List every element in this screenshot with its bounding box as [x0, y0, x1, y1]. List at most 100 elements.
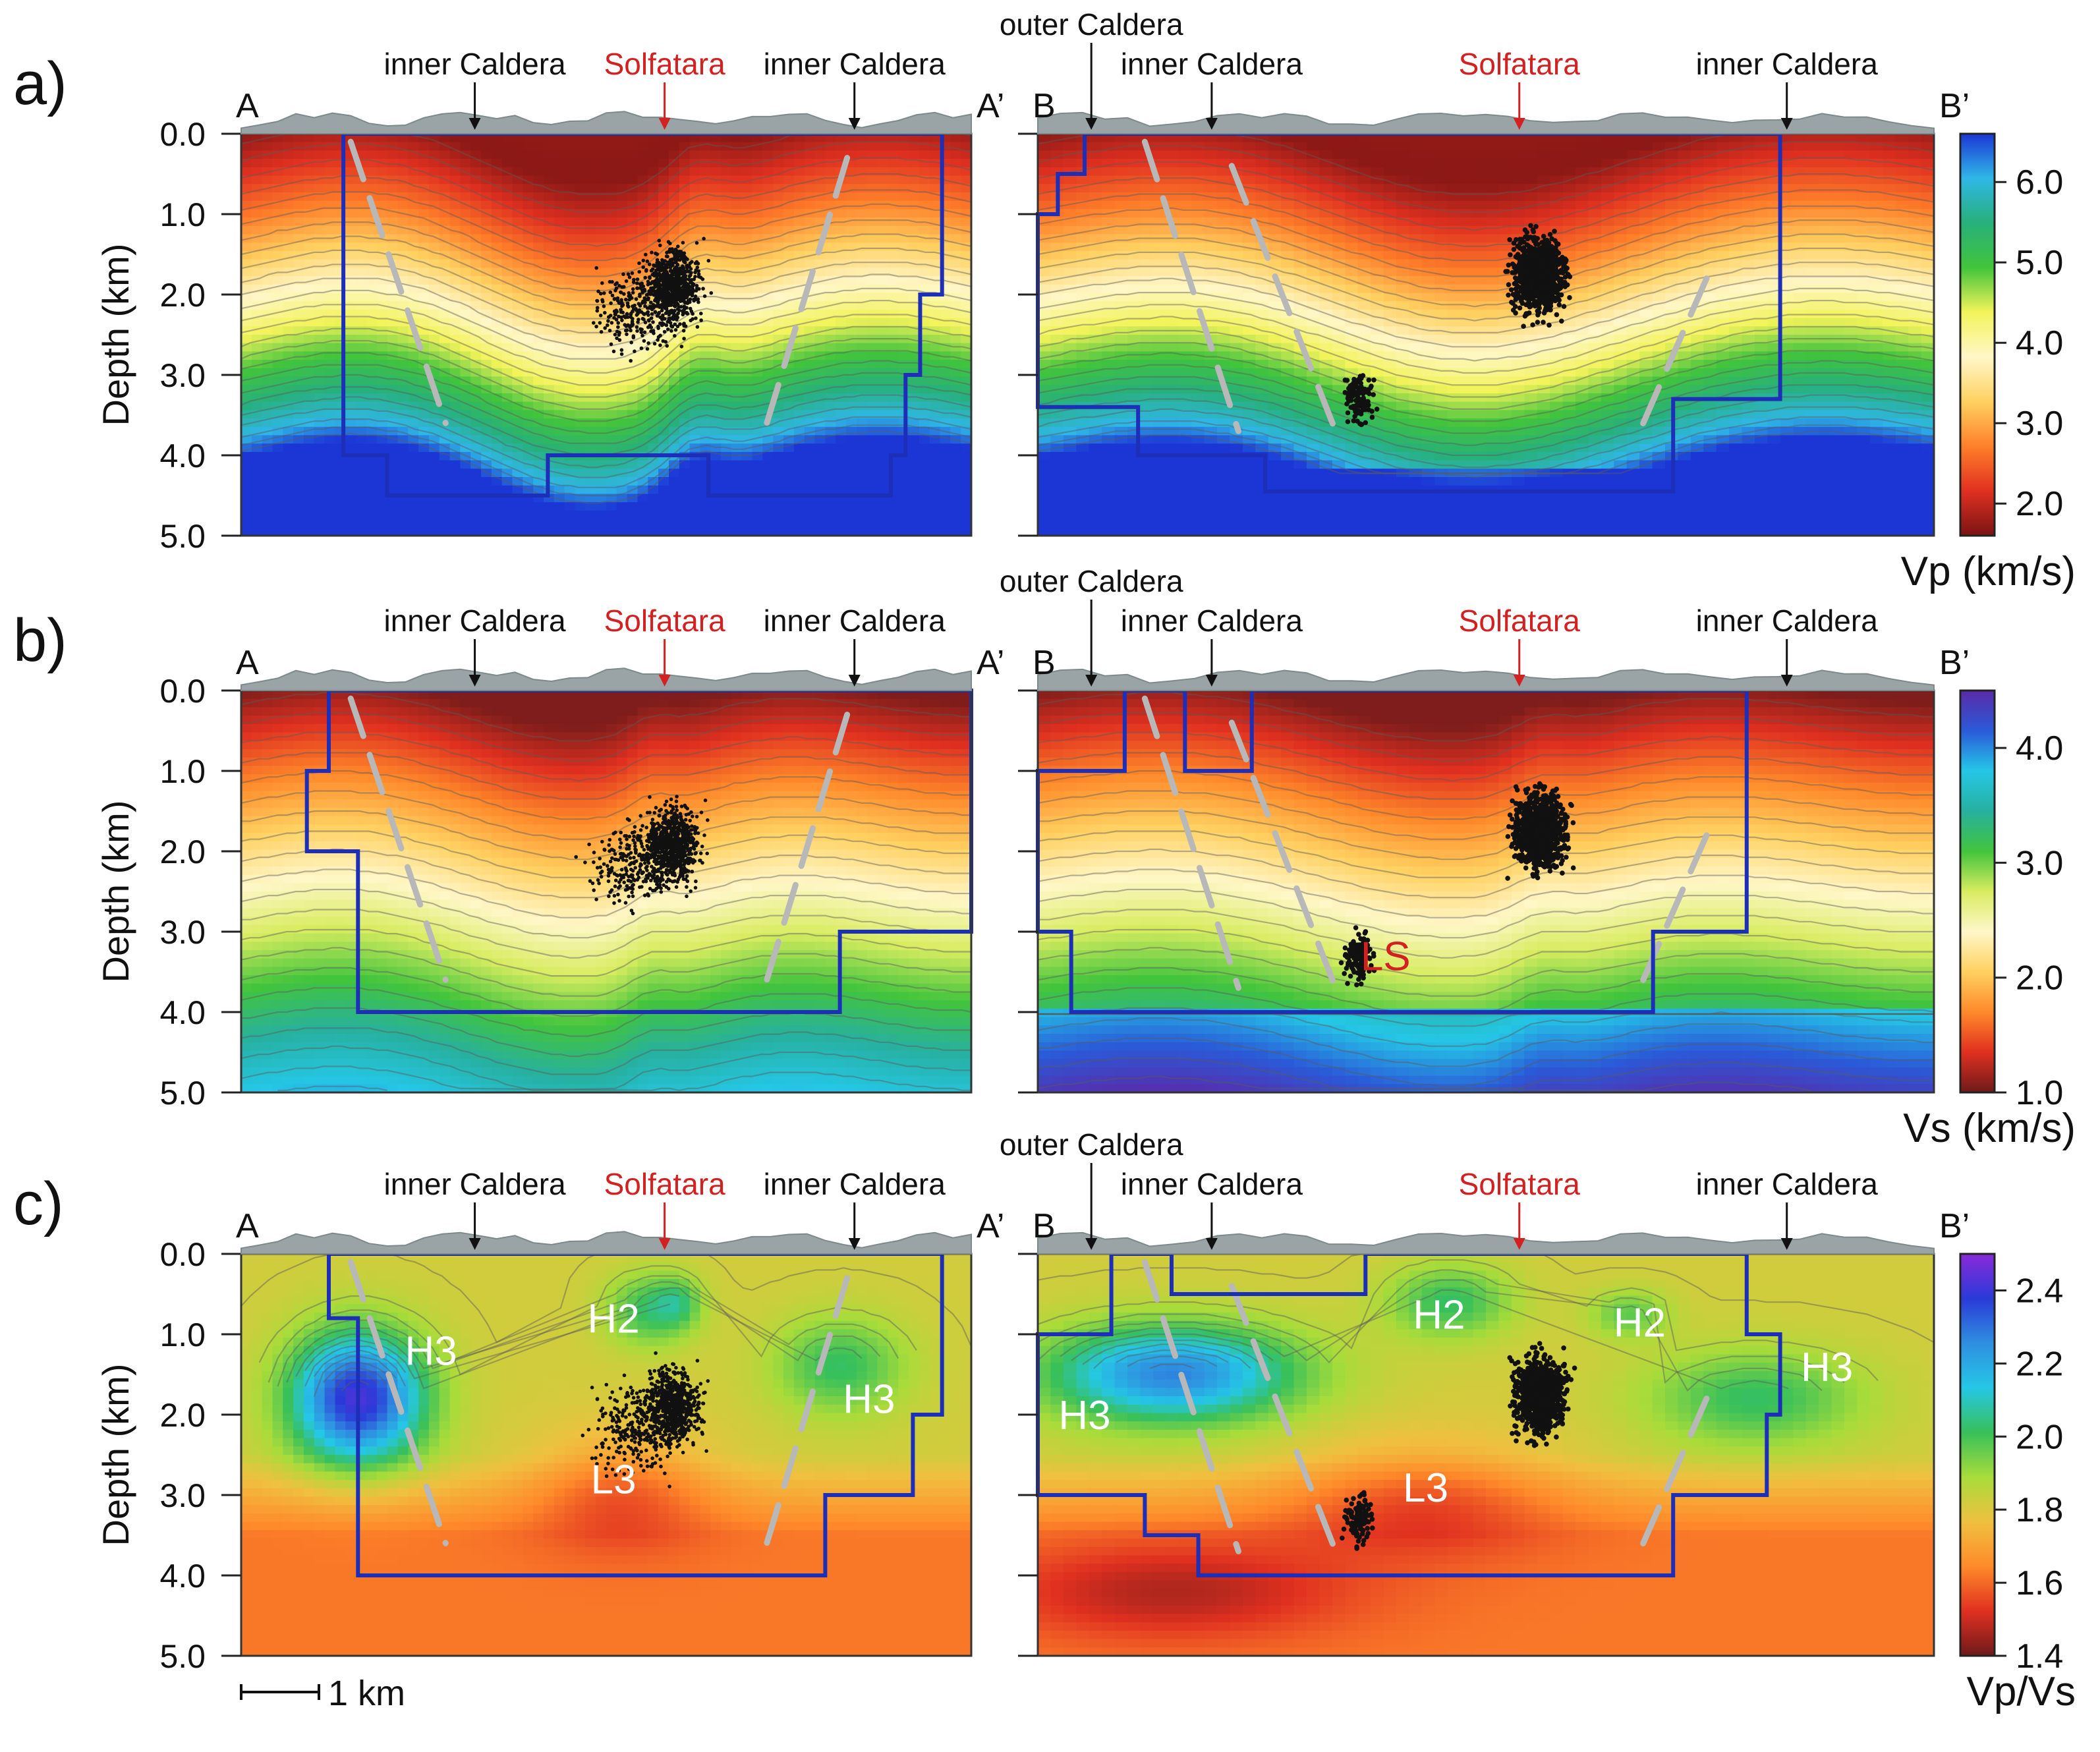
heatmap-cell: [710, 343, 722, 353]
heatmap-cell: [418, 451, 430, 461]
heatmap-cell: [637, 184, 649, 193]
heatmap-cell: [262, 150, 273, 159]
heatmap-cell: [793, 259, 805, 269]
heatmap-cell: [491, 134, 503, 143]
heatmap-cell: [616, 485, 628, 495]
heatmap-cell: [251, 134, 263, 143]
heatmap-cell: [293, 268, 304, 277]
heatmap-cell: [596, 200, 607, 210]
heatmap-cell: [449, 200, 461, 210]
heatmap-cell: [585, 343, 596, 353]
heatmap-cell: [408, 284, 419, 294]
heatmap-cell: [293, 318, 304, 327]
heatmap-cell: [523, 527, 534, 536]
heatmap-cell: [909, 451, 920, 461]
heatmap-cell: [752, 284, 764, 294]
heatmap-cell: [866, 225, 878, 235]
heatmap-cell: [856, 234, 868, 243]
heatmap-cell: [1166, 134, 1179, 143]
heatmap-cell: [793, 360, 805, 369]
heatmap-cell: [1281, 142, 1295, 152]
heatmap-cell: [616, 217, 628, 227]
heatmap-cell: [575, 175, 586, 184]
heatmap-cell: [783, 209, 795, 218]
heatmap-cell: [866, 335, 878, 344]
heatmap-cell: [418, 301, 430, 310]
heatmap-cell: [606, 250, 617, 260]
heatmap-cell: [877, 250, 889, 260]
heatmap-cell: [533, 284, 544, 294]
heatmap-cell: [251, 385, 263, 394]
heatmap-cell: [710, 184, 722, 193]
heatmap-cell: [606, 460, 617, 470]
heatmap-cell: [449, 284, 461, 294]
heatmap-cell: [324, 368, 336, 378]
heatmap-cell: [596, 368, 607, 378]
heatmap-cell: [1434, 167, 1448, 177]
heatmap-cell: [1665, 200, 1679, 210]
heatmap-cell: [721, 192, 732, 202]
heatmap-cell: [533, 343, 544, 353]
heatmap-cell: [356, 335, 367, 344]
heatmap-cell: [1268, 150, 1282, 159]
heatmap-cell: [856, 326, 868, 335]
heatmap-cell: [1191, 134, 1205, 143]
heatmap-cell: [460, 502, 471, 511]
heatmap-cell: [773, 477, 784, 486]
hypocenter: [685, 301, 690, 306]
heatmap-cell: [783, 268, 795, 277]
heatmap-cell: [856, 376, 868, 385]
heatmap-cell: [1089, 192, 1102, 202]
heatmap-cell: [627, 250, 639, 260]
hypocenter: [617, 330, 621, 335]
heatmap-cell: [793, 217, 805, 227]
heatmap-cell: [272, 184, 284, 193]
heatmap-cell: [836, 426, 847, 436]
heatmap-cell: [1038, 192, 1052, 202]
heatmap-cell: [1319, 134, 1333, 143]
heatmap-cell: [856, 209, 868, 218]
heatmap-cell: [501, 435, 513, 444]
heatmap-cell: [1588, 175, 1602, 184]
heatmap-cell: [961, 343, 971, 353]
heatmap-cell: [345, 426, 356, 436]
heatmap-cell: [387, 485, 399, 495]
heatmap-cell: [491, 309, 503, 319]
hypocenter: [673, 333, 677, 338]
heatmap-cell: [752, 519, 764, 528]
heatmap-cell: [1652, 142, 1666, 152]
heatmap-cell: [1883, 192, 1896, 202]
depth-tick-label: 1.0: [159, 196, 206, 233]
heatmap-cell: [1281, 134, 1295, 143]
heatmap-cell: [449, 301, 461, 310]
heatmap-cell: [460, 250, 471, 260]
heatmap-cell: [689, 134, 701, 143]
heatmap-cell: [700, 418, 712, 428]
heatmap-cell: [1844, 167, 1858, 177]
heatmap-cell: [428, 309, 440, 319]
heatmap-cell: [553, 443, 565, 453]
heatmap-cell: [888, 217, 899, 227]
heatmap-cell: [888, 134, 899, 143]
heatmap-cell: [418, 351, 430, 360]
heatmap-cell: [272, 360, 284, 369]
heatmap-cell: [961, 494, 971, 503]
heatmap-cell: [481, 142, 492, 152]
heatmap-cell: [470, 519, 482, 528]
heatmap-cell: [575, 335, 586, 344]
heatmap-cell: [553, 284, 565, 294]
heatmap-cell: [961, 410, 971, 419]
heatmap-cell: [689, 209, 701, 218]
heatmap-cell: [856, 318, 868, 327]
heatmap-cell: [460, 242, 471, 252]
heatmap-cell: [909, 225, 920, 235]
heatmap-cell: [491, 360, 503, 369]
heatmap-cell: [731, 184, 743, 193]
heatmap-cell: [564, 376, 576, 385]
heatmap-cell: [481, 426, 492, 436]
heatmap-cell: [553, 167, 565, 177]
heatmap-cell: [616, 184, 628, 193]
heatmap-cell: [648, 393, 659, 403]
heatmap-cell: [501, 184, 513, 193]
heatmap-cell: [961, 385, 971, 394]
